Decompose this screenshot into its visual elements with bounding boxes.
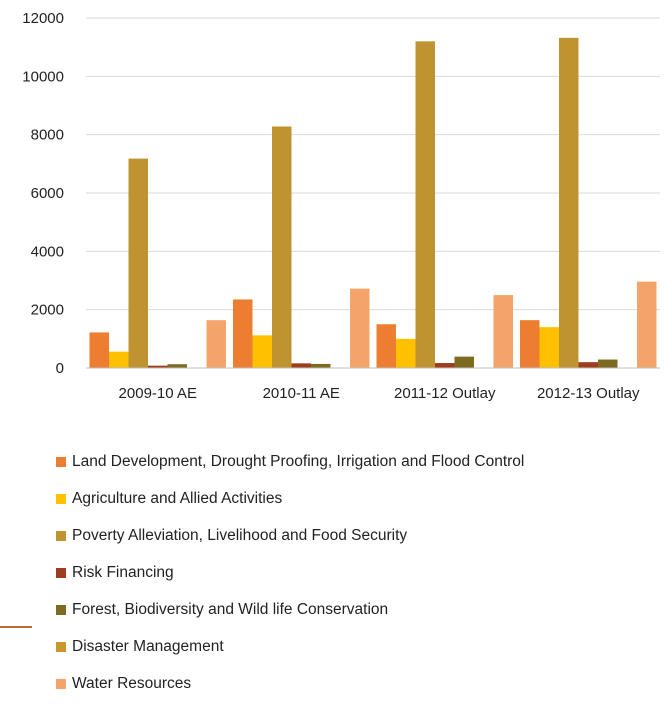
legend-swatch (56, 679, 66, 689)
bar (206, 320, 226, 368)
legend-item: Forest, Biodiversity and Wild life Conse… (56, 600, 524, 620)
y-tick-label: 4000 (31, 243, 64, 260)
x-tick-label: 2010-11 AE (263, 385, 340, 402)
bar (376, 324, 396, 368)
bar (559, 37, 579, 368)
legend-swatch (56, 494, 66, 504)
legend-swatch (56, 531, 66, 541)
accent-rule (0, 626, 32, 628)
y-tick-label: 2000 (31, 302, 64, 319)
bar (454, 356, 474, 368)
legend-swatch (56, 605, 66, 615)
legend: Land Development, Drought Proofing, Irri… (56, 452, 524, 711)
legend-swatch (56, 568, 66, 578)
bar (233, 299, 253, 368)
bar (598, 359, 618, 368)
legend-item: Disaster Management (56, 637, 524, 657)
bar (89, 332, 109, 368)
y-tick-label: 6000 (31, 185, 64, 202)
x-axis-category-labels: 2009-10 AE 2010-11 AE 2011-12 Outlay 2012-1… (119, 385, 640, 402)
legend-label: Forest, Biodiversity and Wild life Conse… (72, 601, 389, 618)
bar (148, 365, 168, 368)
legend-label: Disaster Management (72, 638, 224, 655)
bar (167, 364, 187, 368)
legend-item: Agriculture and Allied Activities (56, 489, 524, 509)
x-tick-label: 2009-10 AE (119, 385, 197, 402)
bar (128, 158, 148, 368)
bar (435, 363, 455, 368)
legend-swatch (56, 642, 66, 652)
legend-item: Water Resources (56, 674, 524, 694)
bar (539, 327, 559, 368)
bar (350, 288, 370, 368)
legend-item: Land Development, Drought Proofing, Irri… (56, 452, 524, 472)
bar (493, 295, 513, 368)
bar (252, 335, 272, 368)
bar (291, 363, 311, 368)
bars (89, 37, 657, 368)
bar (109, 351, 129, 368)
y-tick-label: 12000 (22, 10, 64, 27)
legend-label: Agriculture and Allied Activities (72, 490, 283, 507)
bar (272, 126, 292, 368)
legend-label: Poverty Alleviation, Livelihood and Food… (72, 527, 408, 544)
y-tick-label: 10000 (22, 68, 64, 85)
legend-label: Risk Financing (72, 564, 174, 581)
legend-swatch (56, 457, 66, 467)
y-tick-label: 8000 (31, 127, 64, 144)
bar (396, 338, 416, 368)
legend-label: Land Development, Drought Proofing, Irri… (72, 453, 525, 470)
y-tick-label: 0 (56, 360, 64, 377)
bar (520, 320, 540, 368)
bar (578, 362, 598, 368)
legend-item: Poverty Alleviation, Livelihood and Food… (56, 526, 524, 546)
y-axis-tick-labels: 0 2000 4000 6000 8000 10000 12000 (22, 10, 64, 377)
legend-item: Risk Financing (56, 563, 524, 583)
x-tick-label: 2012-13 Outlay (537, 385, 640, 402)
x-tick-label: 2011-12 Outlay (394, 385, 496, 402)
bar (637, 281, 657, 368)
bar (311, 363, 331, 368)
bar (415, 41, 435, 368)
legend-label: Water Resources (72, 675, 192, 692)
